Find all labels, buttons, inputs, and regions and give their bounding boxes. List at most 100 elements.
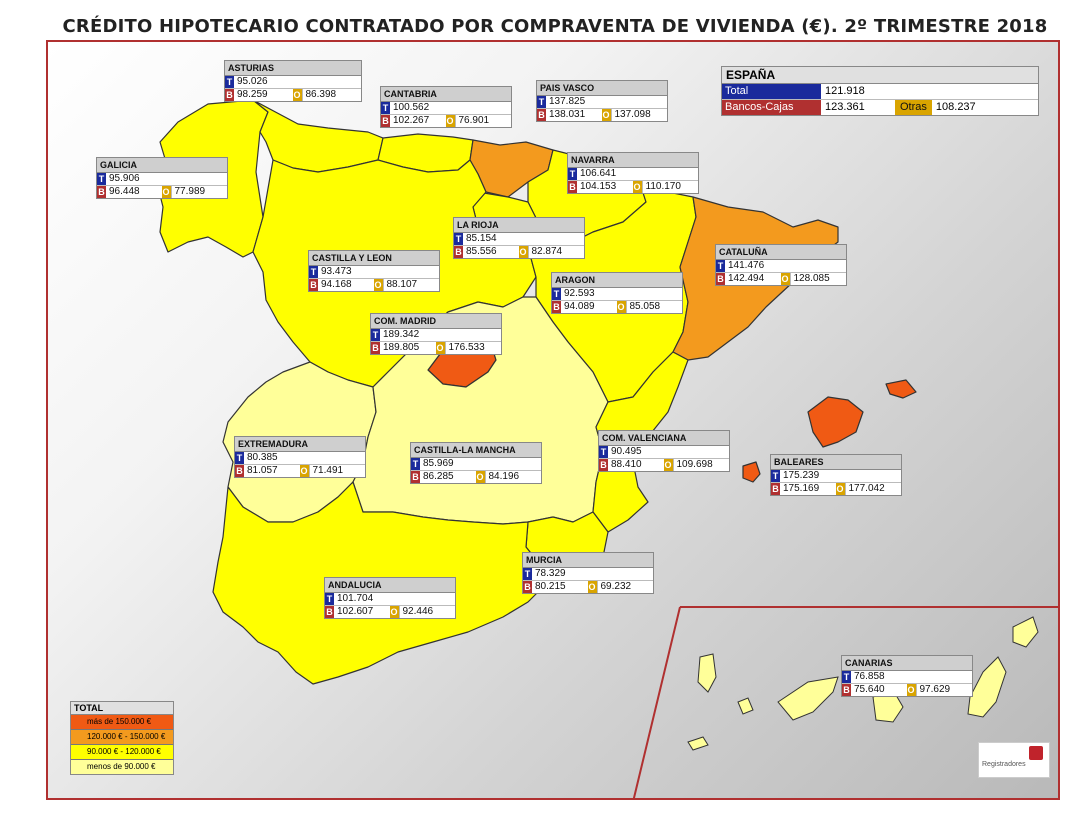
region-others-value: 84.196: [484, 471, 542, 483]
region-banks-value: 189.805: [383, 342, 420, 353]
region-others-value: 128.085: [789, 273, 847, 285]
region-banks-value: 81.057: [247, 465, 278, 476]
canarias-inset-border: [632, 606, 1058, 798]
region-total-value: 90.495: [611, 446, 642, 457]
region-banks-value: 98.259: [237, 89, 268, 100]
region-total-value: 95.906: [109, 173, 140, 184]
region-baleares-ibiza: [742, 461, 761, 483]
total-badge: T: [235, 452, 244, 464]
region-banks-value: 175.169: [783, 483, 820, 494]
total-badge: T: [523, 568, 532, 580]
region-others-value: 77.989: [170, 186, 228, 198]
espana-others-value: 108.237: [935, 101, 976, 113]
banks-badge: B: [842, 684, 851, 696]
region-total-value: 76.858: [854, 671, 885, 682]
region-total-row: T 106.641: [568, 168, 698, 181]
region-total-row: T 78.329: [523, 568, 653, 581]
region-banks-value: 102.267: [393, 115, 430, 126]
region-card-pais-vasco: PAIS VASCO T 137.825 B 138.031 O 137.098: [536, 80, 668, 122]
island-lanzarote: [1012, 616, 1039, 648]
total-badge: T: [325, 593, 334, 605]
espana-total-value: 121.918: [825, 85, 865, 97]
total-badge: T: [716, 260, 725, 272]
region-total-value: 100.562: [393, 102, 430, 113]
region-total-row: T 175.239: [771, 470, 901, 483]
region-name: ASTURIAS: [225, 61, 361, 76]
region-name: GALICIA: [97, 158, 227, 173]
region-name: PAIS VASCO: [537, 81, 667, 96]
banks-badge: B: [371, 342, 380, 354]
map-frame: ESPAÑA Total 121.918 Bancos-Cajas 123.36…: [46, 40, 1060, 800]
region-others-value: 86.398: [301, 89, 362, 101]
others-badge: O: [475, 471, 485, 483]
region-total-row: T 95.906: [97, 173, 227, 186]
banks-badge: B: [235, 465, 244, 477]
region-total-value: 85.154: [466, 233, 497, 244]
region-banks-row: B 102.267 O 76.901: [381, 115, 511, 127]
banks-badge: B: [523, 581, 532, 593]
region-banks-value: 138.031: [549, 109, 586, 120]
region-total-value: 175.239: [783, 470, 820, 481]
region-banks-value: 94.089: [564, 301, 595, 312]
total-badge: T: [97, 173, 106, 185]
region-total-row: T 80.385: [235, 452, 365, 465]
region-banks-value: 80.215: [535, 581, 566, 592]
banks-badge: B: [716, 273, 725, 285]
region-total-row: T 189.342: [371, 329, 501, 342]
region-banks-row: B 102.607 O 92.446: [325, 606, 455, 618]
region-name: CANTABRIA: [381, 87, 511, 102]
region-card-la-rioja: LA RIOJA T 85.154 B 85.556 O 82.874: [453, 217, 585, 259]
espana-others-label: Otras: [895, 100, 932, 115]
banks-badge: B: [97, 186, 106, 198]
region-name: COM. MADRID: [371, 314, 501, 329]
region-banks-row: B 94.168 O 88.107: [309, 279, 439, 291]
region-total-value: 189.342: [383, 329, 420, 340]
map-title: CRÉDITO HIPOTECARIO CONTRATADO POR COMPR…: [62, 16, 1048, 37]
region-name: NAVARRA: [568, 153, 698, 168]
others-badge: O: [292, 89, 302, 101]
others-badge: O: [435, 342, 445, 354]
total-badge: T: [371, 329, 380, 341]
region-banks-value: 102.607: [337, 606, 374, 617]
banks-badge: B: [325, 606, 334, 618]
region-banks-value: 94.168: [321, 279, 352, 290]
others-badge: O: [299, 465, 309, 477]
region-card-extremadura: EXTREMADURA T 80.385 B 81.057 O 71.491: [234, 436, 366, 478]
banks-badge: B: [381, 115, 390, 127]
region-total-value: 78.329: [535, 568, 566, 579]
region-banks-value: 142.494: [728, 273, 765, 284]
total-badge: T: [599, 446, 608, 458]
region-banks-value: 96.448: [109, 186, 140, 197]
registradores-logo: Registradores: [978, 742, 1050, 778]
region-total-value: 106.641: [580, 168, 617, 179]
region-others-value: 176.533: [444, 342, 502, 354]
region-total-row: T 101.704: [325, 593, 455, 606]
region-others-value: 85.058: [625, 301, 683, 313]
total-badge: T: [454, 233, 463, 245]
region-banks-value: 75.640: [854, 684, 885, 695]
region-name: ARAGON: [552, 273, 682, 288]
region-total-value: 80.385: [247, 452, 278, 463]
legend-item-120-150k: 120.000 € - 150.000 €: [71, 730, 173, 745]
others-badge: O: [601, 109, 611, 121]
region-banks-value: 86.285: [423, 471, 454, 482]
others-badge: O: [587, 581, 597, 593]
region-banks-row: B 80.215 O 69.232: [523, 581, 653, 593]
region-banks-row: B 175.169 O 177.042: [771, 483, 901, 495]
total-badge: T: [537, 96, 546, 108]
espana-title: ESPAÑA: [722, 67, 1038, 84]
region-total-value: 92.593: [564, 288, 595, 299]
region-total-row: T 137.825: [537, 96, 667, 109]
region-banks-row: B 138.031 O 137.098: [537, 109, 667, 121]
island-hierro: [687, 736, 709, 751]
island-tenerife: [777, 676, 839, 721]
others-badge: O: [906, 684, 916, 696]
legend: TOTAL más de 150.000 € 120.000 € - 150.0…: [70, 701, 174, 775]
total-badge: T: [381, 102, 390, 114]
espana-banks-row: Bancos-Cajas 123.361 Otras 108.237: [722, 100, 1038, 115]
region-card-castilla-leon: CASTILLA Y LEON T 93.473 B 94.168 O 88.107: [308, 250, 440, 292]
region-card-cataluna: CATALUÑA T 141.476 B 142.494 O 128.085: [715, 244, 847, 286]
region-banks-row: B 94.089 O 85.058: [552, 301, 682, 313]
total-badge: T: [225, 76, 234, 88]
espana-total-label: Total: [722, 84, 821, 99]
